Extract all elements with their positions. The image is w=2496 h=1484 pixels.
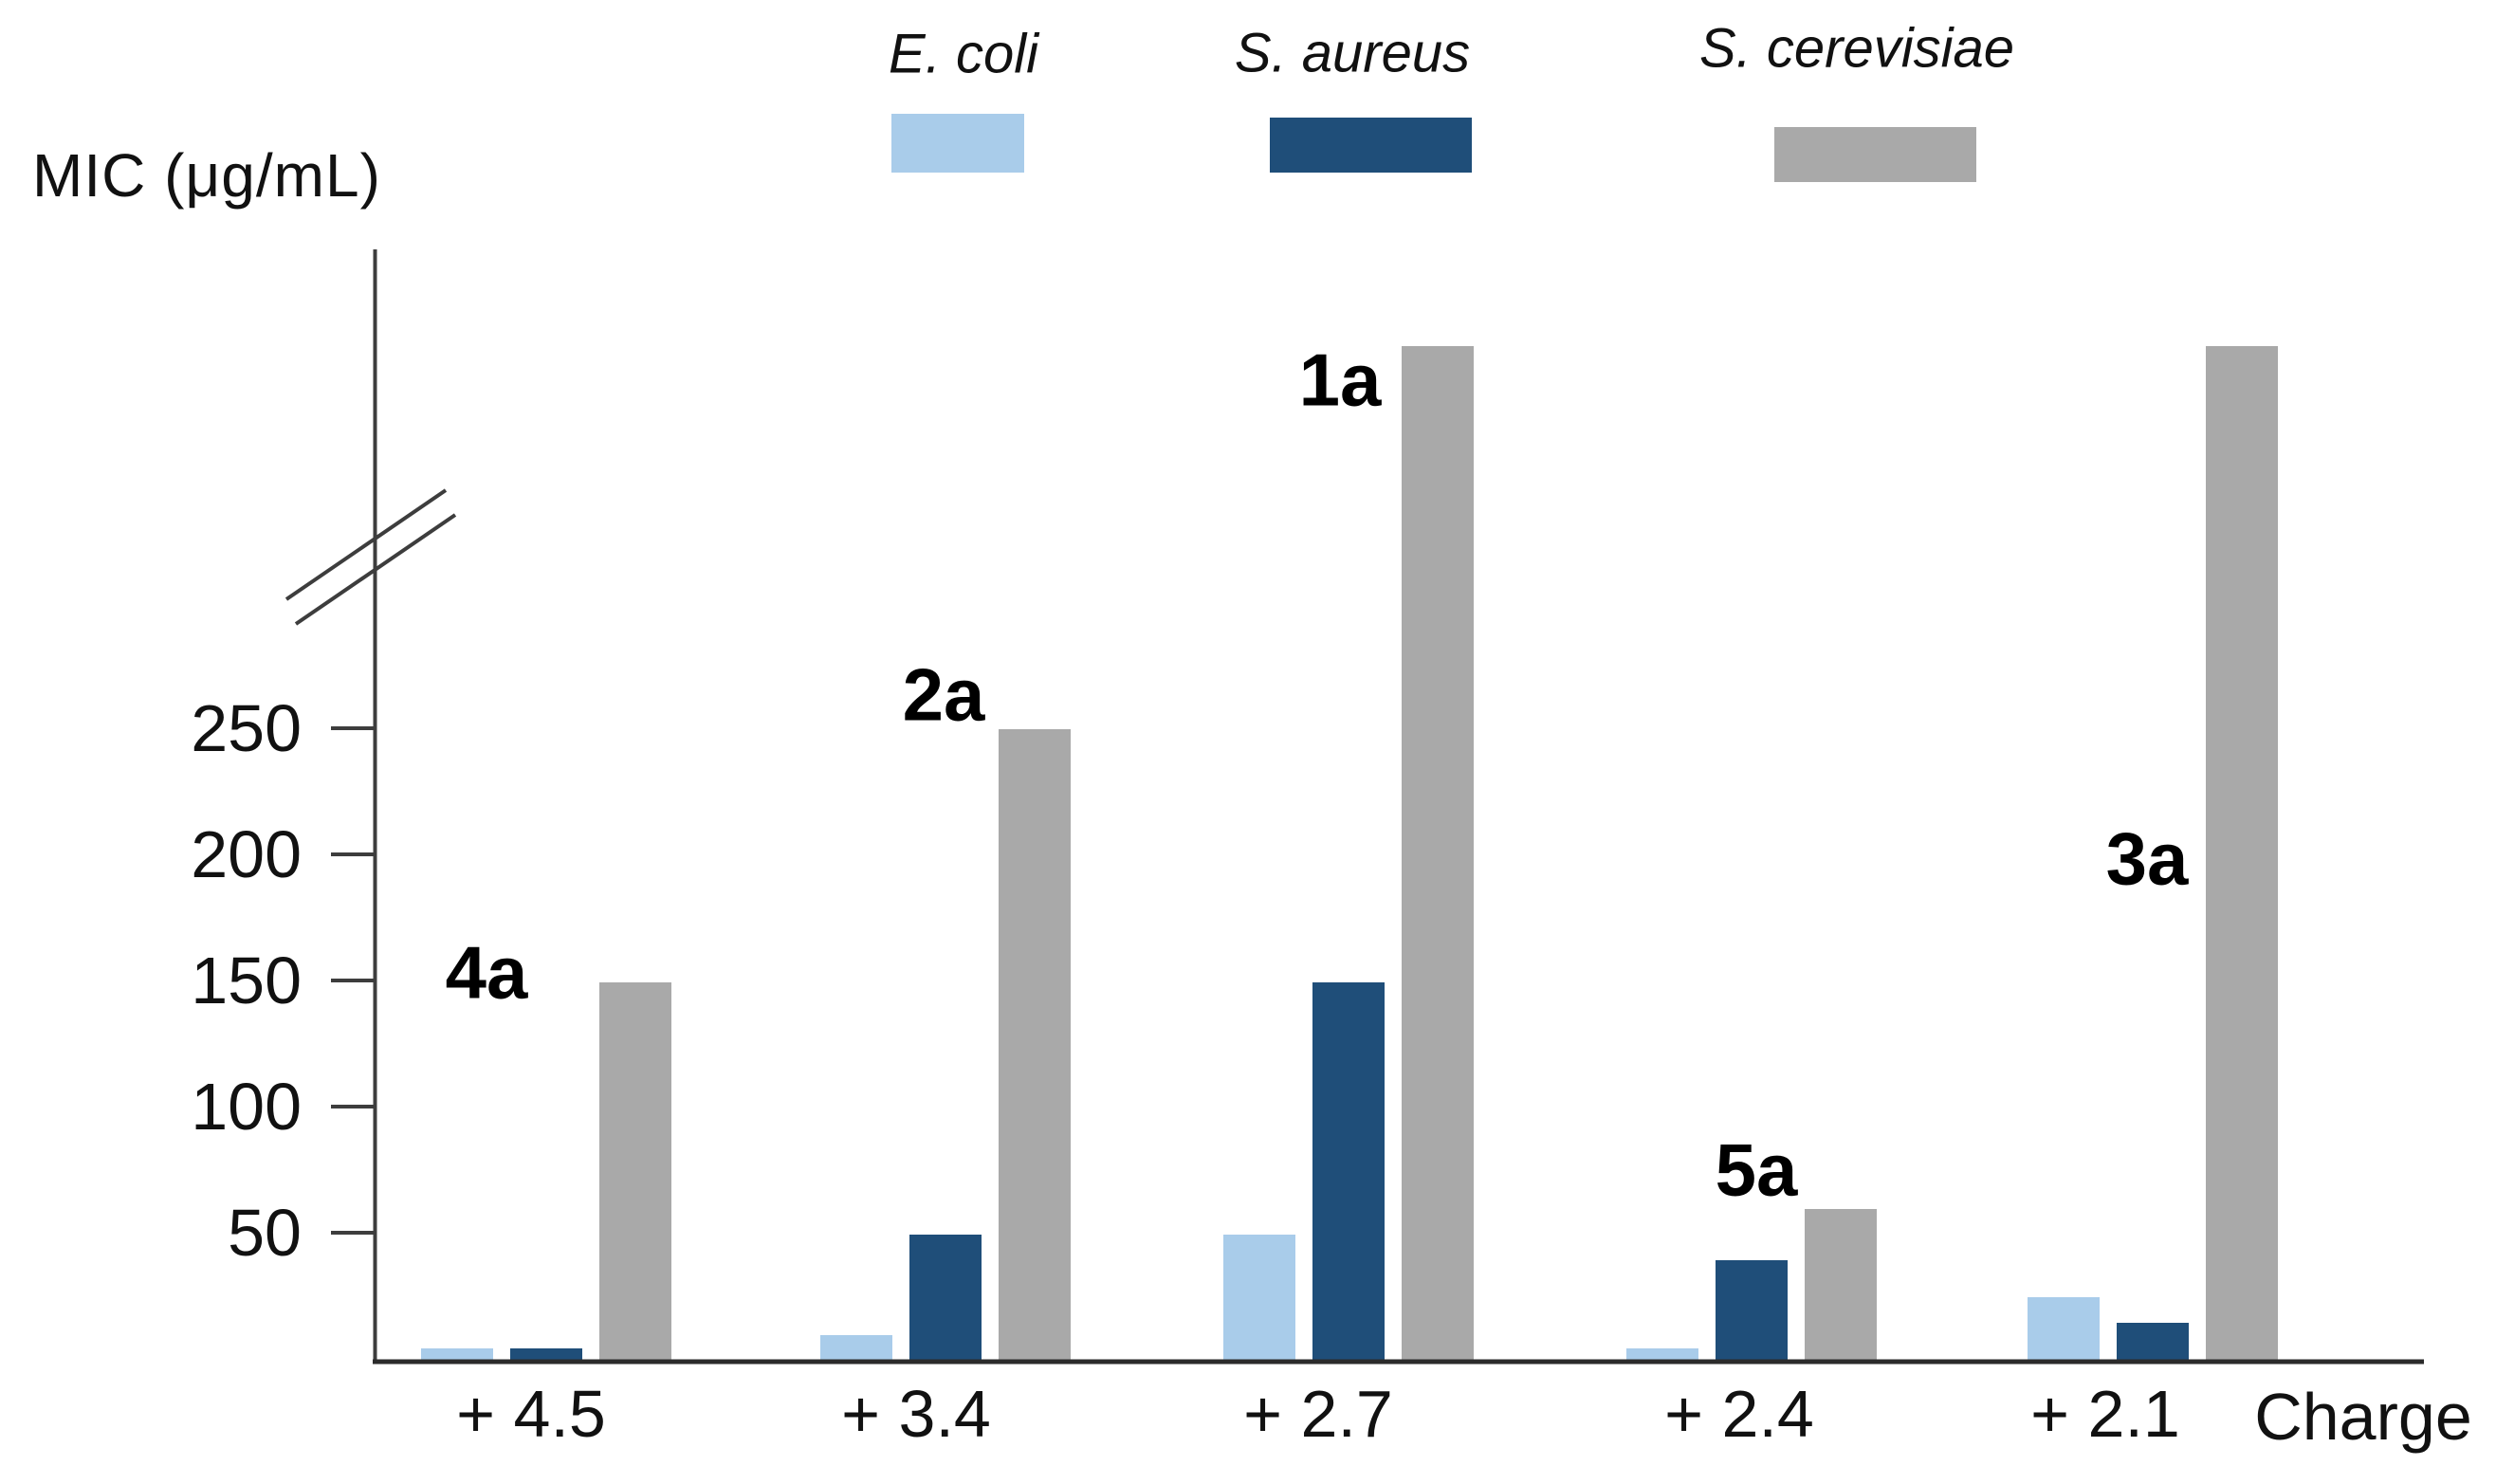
- bar-s-aureus-3a: [2117, 1323, 2189, 1361]
- ytick-200: 200: [191, 817, 302, 891]
- bar-s-aureus-5a: [1716, 1260, 1788, 1361]
- bar-s-cerevisiae-1a: [1402, 346, 1474, 1361]
- compound-label-2a: 2a: [902, 652, 985, 737]
- xtick-label-2-1: + 2.1: [2030, 1377, 2180, 1451]
- legend-label-ecoli: E. coli: [889, 23, 1038, 85]
- legend-swatch-ecoli: [891, 114, 1024, 173]
- bar-s-aureus-2a: [909, 1235, 982, 1361]
- ytick-50: 50: [228, 1196, 302, 1270]
- bar-s-cerevisiae-3a: [2206, 346, 2278, 1361]
- bar-s-cerevisiae-5a: [1805, 1209, 1877, 1361]
- bar-e-coli-4a: [421, 1348, 493, 1361]
- legend-label-scerevisiae: S. cerevisiae: [1698, 17, 2015, 80]
- axis-break-slash-2: [294, 513, 457, 626]
- legend-swatch-scerevisiae: [1774, 127, 1976, 182]
- xtick-label-3-4: + 3.4: [841, 1377, 991, 1451]
- bar-s-cerevisiae-4a: [599, 982, 671, 1361]
- ytick-150: 150: [191, 944, 302, 1017]
- bar-s-aureus-1a: [1312, 982, 1385, 1361]
- bar-s-cerevisiae-2a: [999, 729, 1071, 1361]
- legend-label-saureus: S. aureus: [1234, 22, 1471, 84]
- y-axis-title: MIC (μg/mL): [32, 141, 381, 210]
- compound-label-3a: 3a: [2105, 816, 2189, 901]
- ytick-100: 100: [191, 1070, 302, 1144]
- compound-label-5a: 5a: [1715, 1127, 1798, 1212]
- bar-e-coli-3a: [2028, 1297, 2100, 1361]
- axis-break-slash-1: [284, 488, 448, 601]
- bar-e-coli-5a: [1626, 1348, 1698, 1361]
- legend-swatch-saureus: [1270, 118, 1472, 173]
- xtick-label-4-5: + 4.5: [456, 1377, 606, 1451]
- bar-e-coli-2a: [820, 1335, 892, 1361]
- compound-label-4a: 4a: [445, 930, 528, 1015]
- xtick-label-2-7: + 2.7: [1243, 1377, 1393, 1451]
- xtick-label-2-4: + 2.4: [1664, 1377, 1814, 1451]
- ytick-250: 250: [191, 691, 302, 765]
- bar-s-aureus-4a: [510, 1348, 582, 1361]
- x-axis-title: Charge: [2254, 1380, 2472, 1454]
- bar-e-coli-1a: [1223, 1235, 1295, 1361]
- compound-label-1a: 1a: [1298, 338, 1382, 422]
